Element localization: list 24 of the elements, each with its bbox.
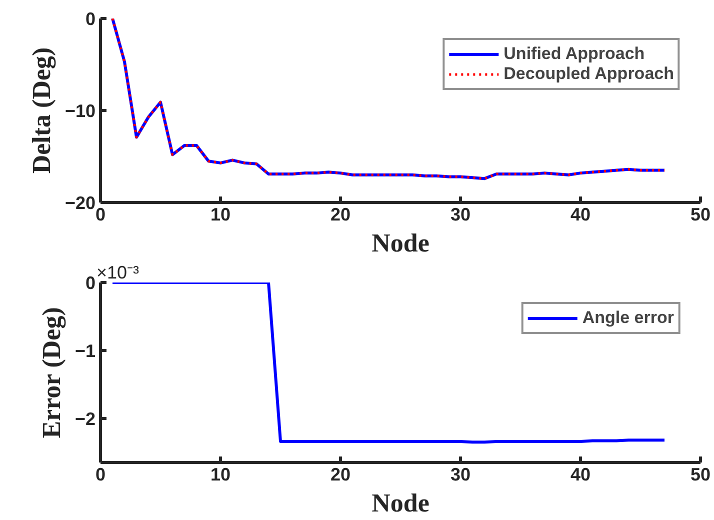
x-tick-label: 50	[690, 464, 711, 484]
x-axis-title: Node	[372, 228, 430, 258]
y-axis-title: Error (Deg)	[36, 307, 66, 438]
y-tick-label: −20	[64, 193, 96, 213]
x-tick-label: 10	[210, 204, 231, 224]
x-tick-label: 40	[570, 204, 591, 224]
y-tick-label: 0	[85, 273, 96, 293]
x-tick-label: 30	[450, 204, 471, 224]
legend-label: Decoupled Approach	[504, 64, 674, 84]
x-tick-label: 20	[330, 464, 351, 484]
legend-label: Unified Approach	[504, 44, 645, 64]
y-tick-label: −10	[64, 101, 96, 121]
legend-label: Angle error	[582, 308, 674, 328]
x-tick-label: 50	[690, 204, 711, 224]
x-tick-label: 30	[450, 464, 471, 484]
annotation: ×10⁻³	[96, 262, 140, 282]
x-tick-label: 40	[570, 464, 591, 484]
x-tick-label: 10	[210, 464, 231, 484]
y-axis-title: Delta (Deg)	[26, 47, 56, 174]
y-tick-label: 0	[85, 9, 96, 29]
y-tick-label: −2	[74, 408, 96, 429]
x-axis-title: Node	[372, 488, 430, 518]
x-tick-label: 20	[330, 204, 351, 224]
y-tick-label: −1	[74, 340, 96, 361]
